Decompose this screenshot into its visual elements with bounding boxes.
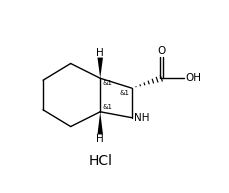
Text: NH: NH bbox=[133, 113, 149, 123]
Text: OH: OH bbox=[184, 73, 200, 83]
Text: &1: &1 bbox=[102, 104, 112, 110]
Polygon shape bbox=[97, 112, 103, 135]
Text: H: H bbox=[96, 135, 104, 144]
Text: &1: &1 bbox=[119, 90, 129, 96]
Text: HCl: HCl bbox=[88, 154, 112, 168]
Polygon shape bbox=[97, 58, 103, 78]
Text: &1: &1 bbox=[102, 80, 112, 86]
Text: O: O bbox=[156, 46, 165, 56]
Text: H: H bbox=[96, 47, 104, 58]
